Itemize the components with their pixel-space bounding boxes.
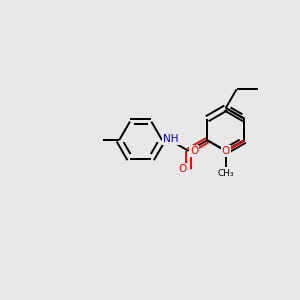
Text: CH₃: CH₃ bbox=[218, 169, 234, 178]
Text: NH: NH bbox=[163, 134, 179, 144]
Text: O: O bbox=[222, 147, 230, 157]
Text: O: O bbox=[222, 146, 230, 156]
Text: O: O bbox=[190, 146, 198, 156]
Text: O: O bbox=[179, 164, 187, 174]
